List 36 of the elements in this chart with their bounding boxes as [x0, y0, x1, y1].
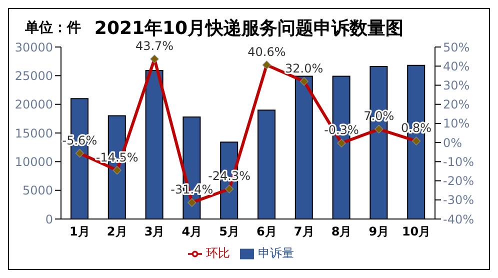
y-tick-label: 30000	[14, 40, 53, 54]
x-tick-label: 9月	[368, 224, 390, 239]
y-tick-label: 20000	[14, 98, 53, 112]
y2-tick-label: -40%	[443, 212, 474, 226]
data-label: -5.6%	[62, 133, 98, 148]
x-tick-label: 1月	[70, 224, 90, 239]
y-tick-label: 15000	[14, 126, 53, 140]
y-tick-label: 5000	[22, 184, 53, 198]
y2-tick-label: 0%	[443, 136, 462, 150]
x-tick-label: 4月	[182, 224, 202, 239]
y2-tick-label: -20%	[443, 174, 474, 188]
x-tick-label: 5月	[219, 224, 240, 239]
data-label: -0.3%	[324, 123, 359, 138]
x-tick-label: 3月	[144, 224, 165, 239]
y-tick-label: 0	[45, 212, 53, 226]
data-label: 40.6%	[248, 44, 286, 59]
x-tick-label: 10月	[402, 224, 431, 239]
y2-tick-label: 10%	[443, 116, 470, 131]
x-tick-label: 7月	[294, 224, 314, 239]
data-label: 32.0%	[285, 61, 324, 76]
y2-tick-label: 40%	[443, 59, 470, 74]
x-tick-label: 6月	[256, 224, 277, 239]
y2-tick-label: 50%	[443, 40, 470, 54]
chart-title: 2021年10月快递服务问题申诉数量图	[94, 18, 404, 39]
x-tick-label: 2月	[106, 224, 128, 239]
x-tick-label: 8月	[331, 224, 352, 239]
legend-label: 环比	[206, 246, 230, 260]
legend-label: 申诉量	[258, 246, 294, 260]
text: 单位：件	[25, 20, 81, 36]
y-tick-label: 10000	[14, 154, 53, 169]
data-label: 43.7%	[135, 39, 174, 54]
y-tick-label: 25000	[14, 68, 53, 83]
y2-tick-label: -30%	[443, 193, 474, 208]
y2-tick-label: 20%	[443, 98, 470, 112]
y2-tick-label: -10%	[443, 154, 474, 169]
y2-tick-label: 30%	[443, 78, 470, 92]
